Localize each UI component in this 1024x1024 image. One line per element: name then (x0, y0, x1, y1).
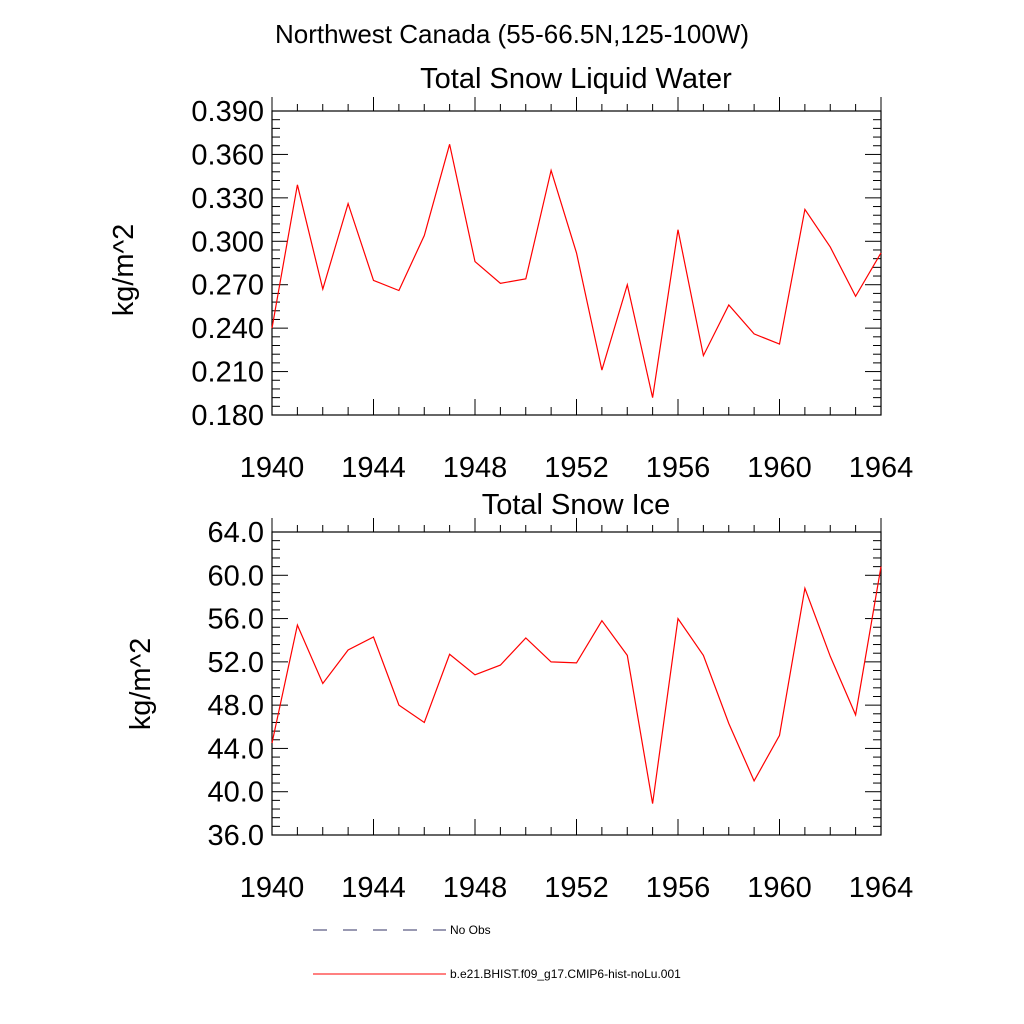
series-line (271, 566, 882, 804)
y-tick-label: 0.210 (191, 357, 264, 389)
y-tick-label: 40.0 (208, 777, 264, 809)
legend-label-model: b.e21.BHIST.f09_g17.CMIP6-hist-noLu.001 (450, 967, 681, 981)
x-tick-label: 1964 (849, 872, 914, 904)
y-axis-label: kg/m^2 (125, 638, 157, 731)
plot-frame (271, 531, 882, 836)
x-tick-label: 1960 (747, 452, 812, 484)
x-tick-label: 1956 (646, 452, 711, 484)
chart-liquid-water: Total Snow Liquid Water kg/m^2 1940 1944 1… (108, 63, 913, 484)
x-tick-label: 1952 (544, 452, 609, 484)
figure-title: Northwest Canada (55-66.5N,125-100W) (275, 19, 749, 49)
y-tick-label: 48.0 (208, 690, 264, 722)
y-tick-label: 52.0 (208, 647, 264, 679)
legend: No Obs b.e21.BHIST.f09_g17.CMIP6-hist-no… (313, 923, 681, 981)
x-tick-label: 1964 (849, 452, 914, 484)
x-tick-label: 1948 (443, 452, 508, 484)
y-tick-label: 0.270 (191, 270, 264, 302)
x-tick-label: 1940 (240, 872, 305, 904)
x-tick-label: 1956 (646, 872, 711, 904)
legend-label-no-obs: No Obs (450, 923, 491, 937)
y-axis-label: kg/m^2 (108, 224, 140, 317)
x-tick-label: 1940 (240, 452, 305, 484)
plot-frame (271, 110, 882, 416)
x-tick-label: 1960 (747, 872, 812, 904)
chart-title: Total Snow Liquid Water (420, 63, 732, 95)
y-tick-label: 56.0 (208, 604, 264, 636)
y-tick-label: 0.300 (191, 226, 264, 258)
x-tick-label: 1944 (341, 872, 406, 904)
x-tick-label: 1948 (443, 872, 508, 904)
x-tick-label: 1952 (544, 872, 609, 904)
y-tick-label: 0.360 (191, 139, 264, 171)
y-tick-label: 0.390 (191, 96, 264, 128)
y-tick-label: 64.0 (208, 517, 264, 549)
chart-snow-ice: Total Snow Ice kg/m^2 1940 1944 1948 1952 19… (125, 489, 913, 904)
chart-title: Total Snow Ice (482, 489, 671, 521)
series-line (271, 144, 882, 398)
y-tick-label: 0.240 (191, 313, 264, 345)
y-tick-label: 0.330 (191, 183, 264, 215)
x-tick-label: 1944 (341, 452, 406, 484)
y-tick-label: 36.0 (208, 820, 264, 852)
y-tick-label: 0.180 (191, 400, 264, 432)
y-tick-label: 44.0 (208, 733, 264, 765)
y-tick-label: 60.0 (208, 560, 264, 592)
